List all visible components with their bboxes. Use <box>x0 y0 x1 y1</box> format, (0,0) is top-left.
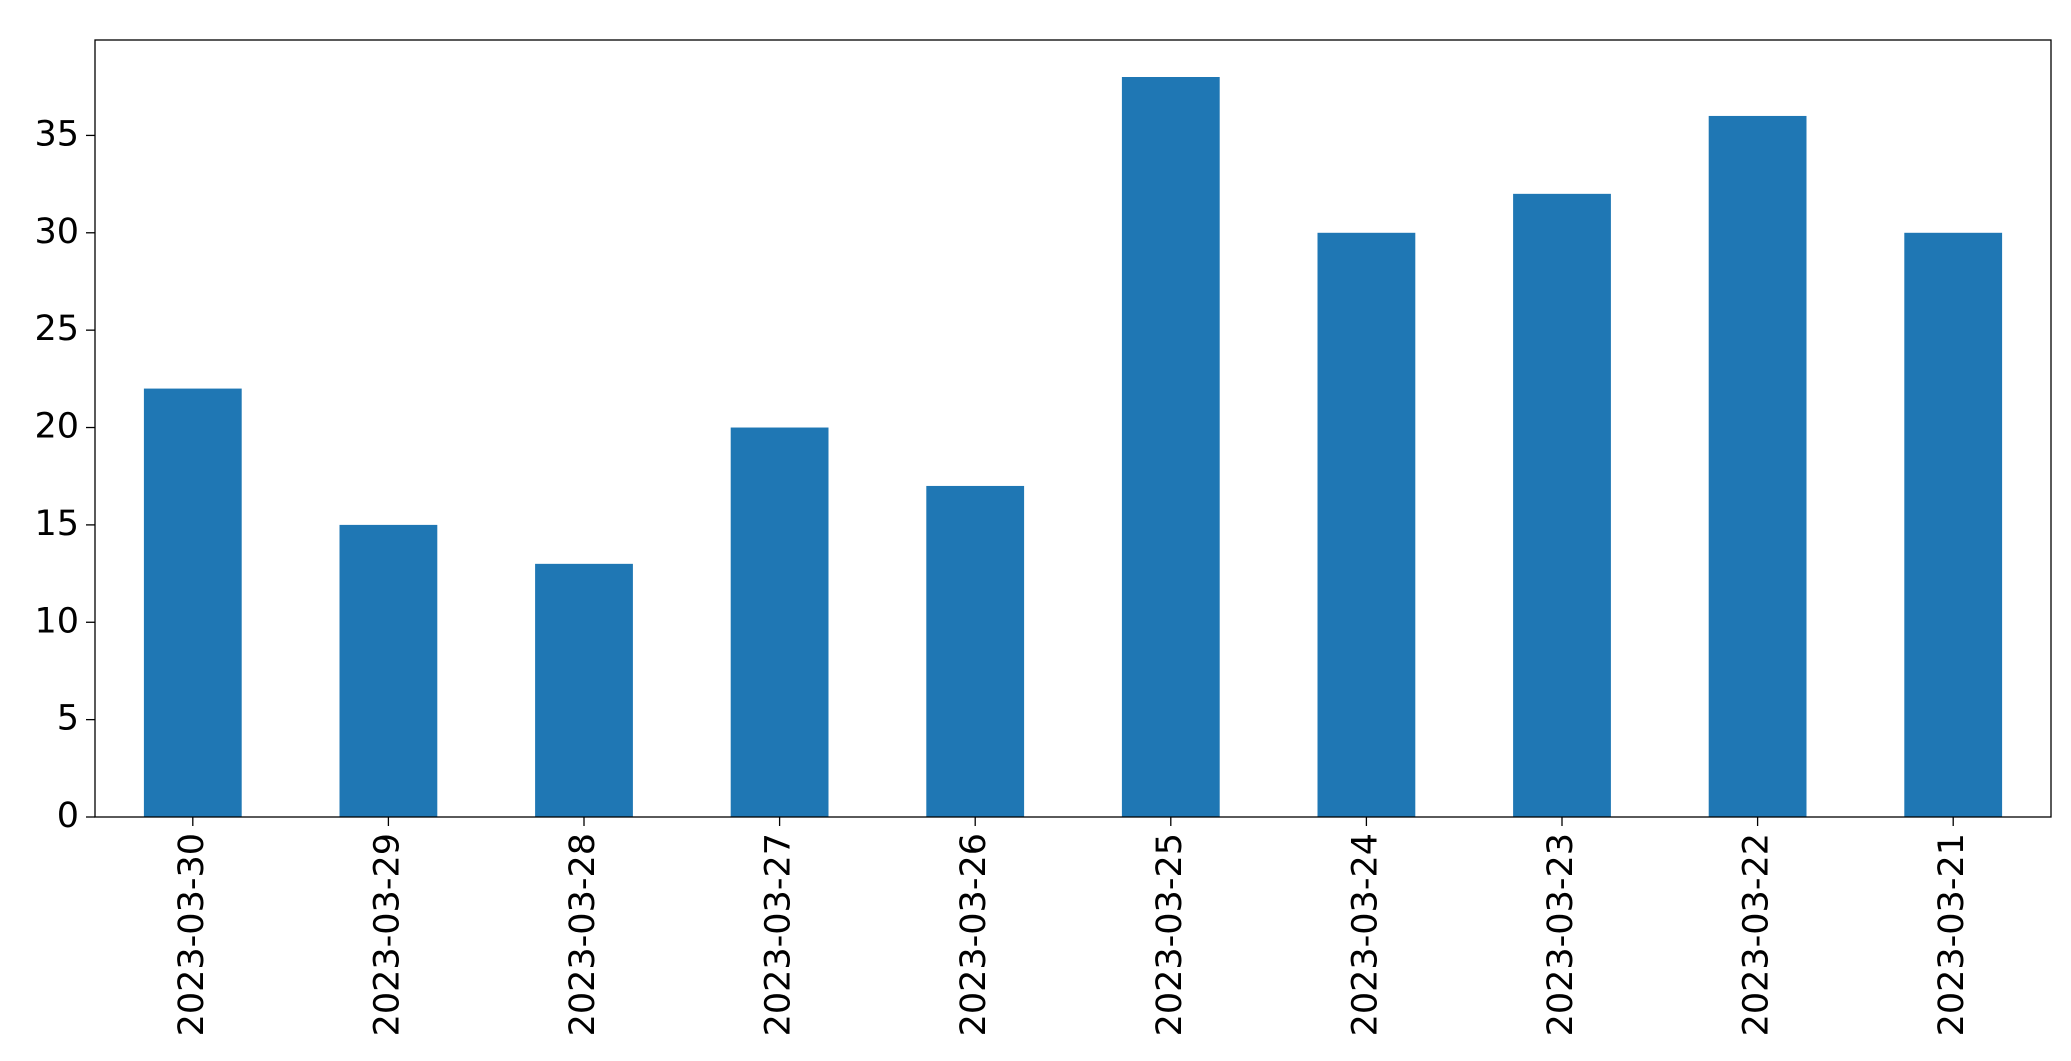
y-tick-label: 5 <box>57 699 79 739</box>
bar <box>1513 193 1611 817</box>
bar <box>1317 232 1416 817</box>
y-tick-label: 10 <box>34 601 79 641</box>
x-tick-label: 2023-03-24 <box>1345 833 1385 1036</box>
bar <box>1121 77 1220 817</box>
y-tick-label: 25 <box>34 309 79 349</box>
y-tick-label: 20 <box>34 407 79 447</box>
bar <box>926 485 1025 817</box>
y-tick-label: 35 <box>34 114 79 154</box>
x-tick-label: 2023-03-21 <box>1932 833 1972 1036</box>
y-tick-label: 0 <box>57 796 79 836</box>
bar <box>535 563 633 817</box>
x-tick-label: 2023-03-28 <box>563 833 603 1036</box>
plot-frame <box>94 39 2052 818</box>
x-tick-label: 2023-03-30 <box>172 833 212 1036</box>
x-tick-label: 2023-03-27 <box>759 833 799 1036</box>
y-tick-label: 30 <box>34 212 79 252</box>
x-tick-label: 2023-03-29 <box>367 833 407 1036</box>
bar <box>339 524 438 817</box>
bar <box>143 388 242 817</box>
bar <box>1904 232 2003 817</box>
bar <box>1708 115 1807 817</box>
y-tick-label: 15 <box>34 504 79 544</box>
x-tick-label: 2023-03-22 <box>1737 833 1777 1036</box>
x-tick-label: 2023-03-25 <box>1150 833 1190 1036</box>
bar <box>730 427 829 817</box>
x-tick-label: 2023-03-23 <box>1541 833 1581 1036</box>
x-tick-label: 2023-03-26 <box>954 833 994 1036</box>
